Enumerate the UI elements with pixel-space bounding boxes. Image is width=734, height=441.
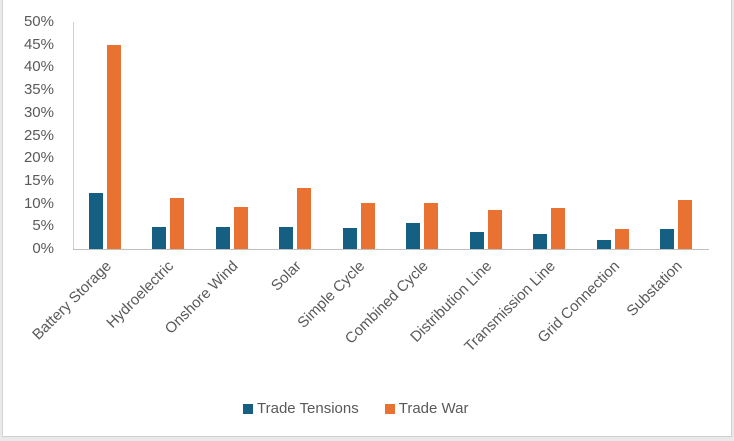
y-tick-label: 40% (23, 58, 54, 76)
bar-trade-war (170, 197, 185, 249)
y-tick-label: 0% (32, 240, 54, 257)
bar-trade-war (614, 229, 629, 249)
y-tick-label: 45% (23, 35, 54, 53)
bar-trade-tensions (215, 226, 230, 249)
y-tick-label: 30% (23, 103, 54, 121)
bar-trade-tensions (469, 232, 484, 249)
bar-trade-war (360, 203, 375, 249)
bar-trade-tensions (152, 226, 167, 249)
bar-trade-war (233, 206, 248, 249)
y-tick-label: 25% (23, 126, 54, 144)
legend-swatch-icon (243, 403, 253, 414)
y-tick-label: 10% (23, 194, 54, 212)
x-tick-label: Solar (268, 257, 305, 295)
bar-trade-war (297, 188, 312, 249)
bar-trade-war (487, 209, 502, 249)
bar-trade-tensions (406, 223, 421, 249)
y-tick-label: 5% (32, 217, 54, 235)
bar-trade-tensions (596, 239, 611, 249)
bar-trade-war (106, 45, 121, 249)
y-tick-label: 20% (23, 149, 54, 167)
y-tick-label: 15% (23, 171, 54, 189)
bar-trade-tensions (88, 193, 103, 249)
x-axis-line (73, 249, 709, 250)
legend-label: Trade Tensions (257, 400, 359, 417)
bar-trade-tensions (533, 234, 548, 249)
bar-trade-tensions (279, 226, 294, 249)
y-tick-label: 50% (23, 13, 54, 30)
legend-swatch-icon (384, 403, 395, 414)
bar-trade-tensions (342, 228, 357, 249)
bar-trade-tensions (660, 229, 675, 249)
bar-trade-war (678, 199, 693, 249)
y-axis-line (73, 22, 74, 249)
x-tick-label: Battery Storage (28, 257, 115, 344)
bar-trade-war (424, 203, 439, 249)
legend-item: Trade War (384, 400, 469, 417)
bar-trade-war (551, 208, 566, 249)
legend-label: Trade War (398, 400, 469, 417)
x-tick-label: Substation (623, 257, 686, 320)
y-tick-label: 35% (23, 81, 54, 99)
legend: Trade Tensions Trade War (243, 400, 494, 417)
legend-item: Trade Tensions (243, 400, 359, 417)
